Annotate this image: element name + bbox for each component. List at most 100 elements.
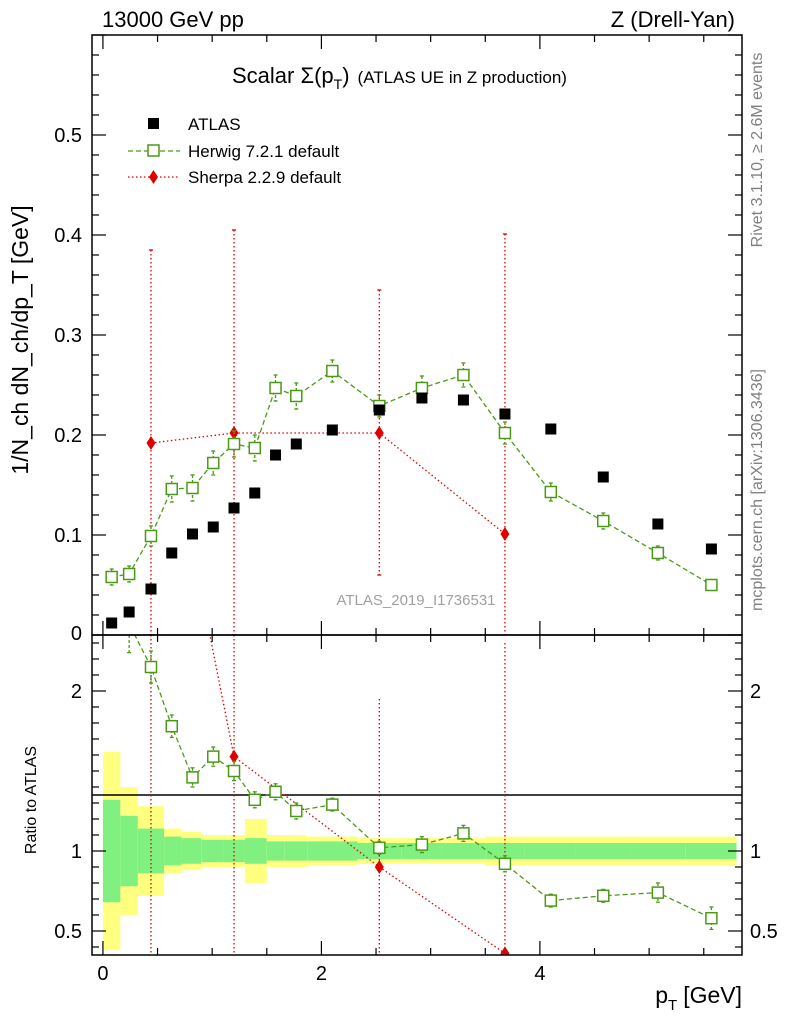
atlas-point-5 [207, 521, 219, 533]
herwig-ratio-point-13 [457, 827, 470, 840]
x-axis-label-sub: T [668, 997, 677, 1014]
plot-title-close: ) [342, 63, 349, 88]
ratio-tick-label-right-2: 2 [750, 681, 761, 703]
axis-ticks [92, 34, 742, 955]
herwig-ratio-point-18 [705, 911, 718, 925]
sherpa-line [150, 432, 506, 535]
herwig-ratio-point-5 [207, 750, 220, 763]
ratio-inner-band-4 [181, 838, 202, 864]
side-text-rivet: Rivet 3.1.10, ≥ 2.6M events [749, 53, 766, 248]
atlas-point-17 [652, 518, 664, 530]
ratio-tick-label-2: 2 [71, 681, 82, 703]
herwig-point-12 [415, 381, 429, 395]
legend-marker-herwig [147, 144, 160, 157]
herwig-point-9 [290, 389, 303, 403]
herwig-ratio-point-7 [248, 793, 262, 807]
herwig-point-15 [544, 485, 558, 499]
herwig-point-18 [705, 578, 718, 592]
header-right: Z (Drell-Yan) [611, 7, 735, 32]
atlas-point-13 [457, 394, 469, 406]
legend-marker-sherpa [149, 170, 158, 184]
sherpa-point-0 [146, 436, 156, 450]
legend-label-atlas: ATLAS [188, 115, 241, 134]
ratio-inner-band-18 [685, 843, 737, 859]
herwig-ratio-point-9 [290, 804, 303, 818]
atlas-point-18 [705, 543, 717, 555]
herwig-ratio-point-14 [498, 857, 512, 871]
x-axis-label: pT [GeV] [655, 982, 742, 1014]
herwig-series-main [105, 359, 718, 592]
legend-marker-atlas [148, 118, 159, 129]
atlas-point-0 [106, 617, 118, 629]
herwig-ratio-point-3 [165, 719, 178, 733]
x-axis-label-unit: [GeV] [683, 982, 742, 1008]
herwig-point-3 [165, 482, 178, 496]
ratio-inner-band-12 [401, 843, 442, 859]
herwig-ratio-point-17 [651, 886, 665, 899]
herwig-ratio-point-0 [106, 586, 117, 597]
y-tick-label-0: 0 [71, 623, 82, 645]
herwig-point-17 [651, 546, 665, 560]
atlas-point-16 [597, 471, 609, 483]
herwig-ratio-point-4 [186, 771, 199, 784]
ratio-inner-band-3 [164, 836, 182, 866]
x-tick-label-2: 2 [316, 963, 327, 985]
sherpa-ratio-line [209, 635, 506, 954]
y-tick-label-0.2: 0.2 [54, 425, 82, 447]
atlas-point-12 [416, 392, 428, 404]
analysis-watermark: ATLAS_2019_I1736531 [336, 592, 495, 609]
ratio-inner-band-15 [524, 843, 576, 859]
herwig-ratio-line [134, 635, 712, 919]
y-tick-label-0.1: 0.1 [54, 525, 82, 547]
ratio-inner-band-1 [120, 815, 138, 887]
ratio-tick-label-right-0.5: 0.5 [750, 921, 778, 943]
atlas-point-8 [270, 449, 282, 461]
plot-title-note: (ATLAS UE in Z production) [358, 68, 567, 87]
plot-title-sub: T [334, 76, 343, 92]
x-axis-label-main: p [655, 982, 668, 1008]
legend: ATLAS Herwig 7.2.1 default Sherpa 2.2.9 … [128, 115, 341, 187]
atlas-point-4 [187, 528, 199, 540]
atlas-point-11 [373, 404, 385, 416]
ratio-tick-label-0.5: 0.5 [54, 921, 82, 943]
herwig-point-2 [144, 529, 158, 543]
plot-title: Scalar Σ(pT) (ATLAS UE in Z production) [232, 63, 567, 92]
atlas-point-6 [228, 502, 240, 514]
herwig-point-4 [186, 481, 199, 495]
x-tick-label-0: 0 [97, 963, 108, 985]
atlas-point-14 [499, 408, 511, 420]
ratio-inner-band-16 [575, 843, 631, 859]
herwig-point-8 [269, 381, 282, 395]
ratio-panel-frame [91, 634, 743, 956]
herwig-ratio-point-12 [415, 838, 429, 851]
legend-label-herwig: Herwig 7.2.1 default [188, 142, 339, 161]
sherpa-ratio-point-2 [374, 860, 384, 874]
herwig-point-10 [326, 364, 339, 378]
y-tick-label-0.4: 0.4 [54, 225, 82, 247]
herwig-ratio-point-16 [597, 889, 610, 903]
herwig-line [111, 370, 712, 586]
herwig-point-7 [248, 441, 262, 455]
sherpa-series-ratio [150, 635, 510, 955]
y-tick-label-0.5: 0.5 [54, 125, 82, 147]
herwig-ratio-point-11 [373, 841, 386, 855]
atlas-point-3 [166, 547, 178, 559]
sherpa-point-3 [500, 527, 510, 541]
herwig-point-0 [105, 570, 118, 584]
herwig-ratio-point-8 [269, 785, 282, 799]
ratio-inner-band-8 [266, 841, 285, 861]
ratio-tick-label-1: 1 [71, 841, 82, 863]
legend-label-sherpa: Sherpa 2.2.9 default [188, 168, 341, 187]
herwig-ratio-point-1 [124, 618, 135, 629]
y-tick-label-0.3: 0.3 [54, 325, 82, 347]
herwig-ratio-point-15 [544, 894, 558, 907]
herwig-point-16 [597, 514, 610, 528]
herwig-series-ratio [106, 586, 718, 931]
atlas-point-1 [123, 606, 135, 618]
y-axis-label: 1/N_ch dN_ch/dp_T [GeV] [7, 205, 33, 474]
atlas-point-15 [545, 423, 557, 435]
atlas-series-main [106, 392, 717, 629]
herwig-point-13 [457, 368, 470, 382]
atlas-point-9 [290, 438, 302, 450]
